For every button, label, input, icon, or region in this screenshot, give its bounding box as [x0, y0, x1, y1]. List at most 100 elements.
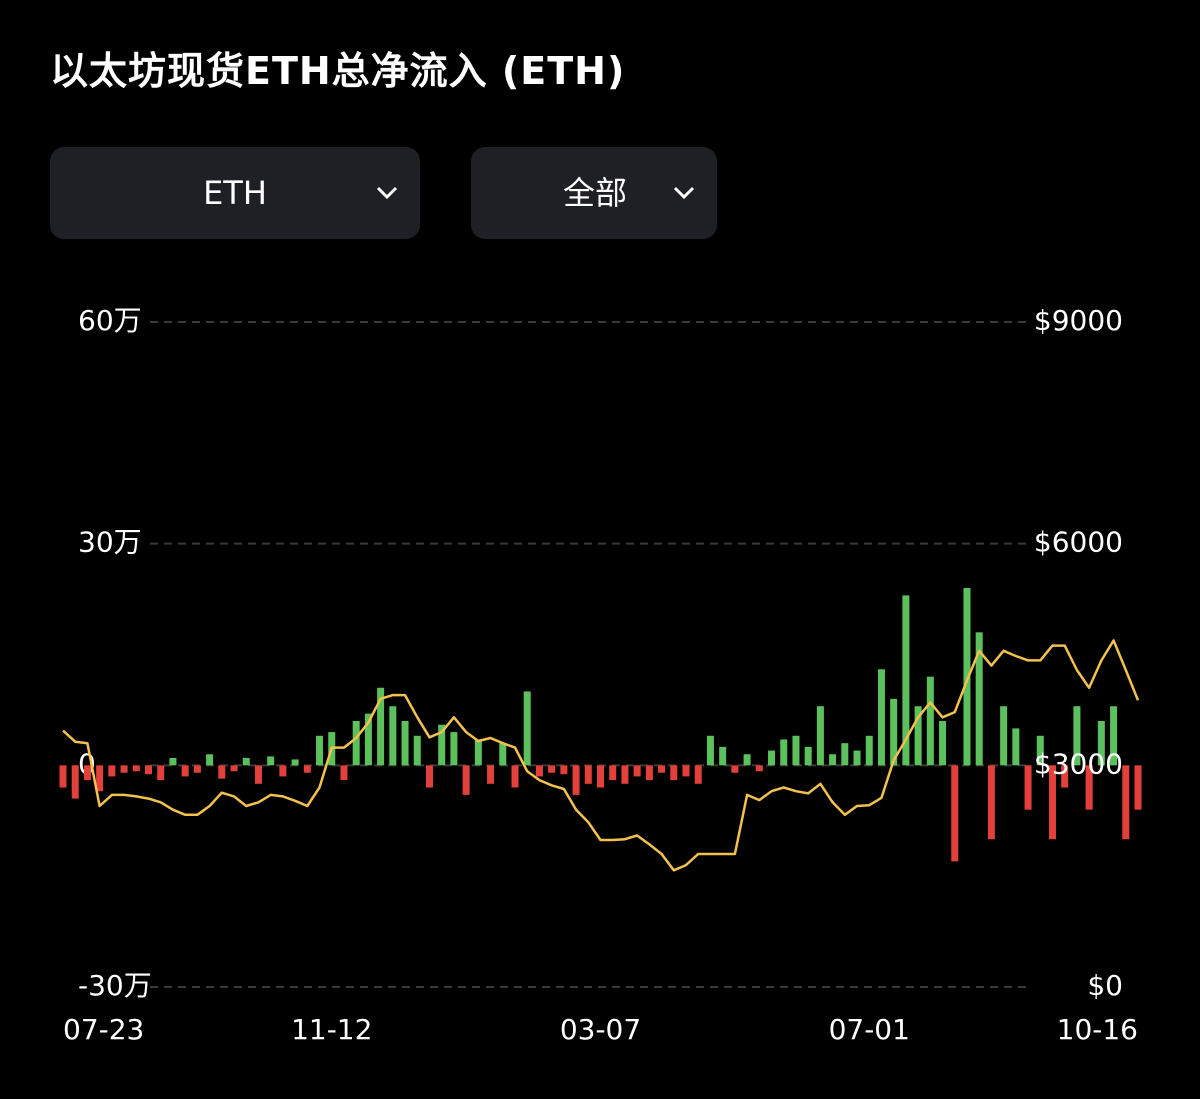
- bar: [1012, 728, 1020, 766]
- bar: [1048, 765, 1056, 840]
- bar: [694, 765, 702, 784]
- bar: [181, 765, 189, 777]
- bar: [841, 743, 849, 766]
- bar: [1073, 706, 1081, 766]
- bar: [670, 765, 678, 781]
- y2-tick-label: $3000: [1034, 747, 1123, 780]
- bar: [877, 669, 885, 766]
- bar: [939, 721, 947, 766]
- bar: [645, 765, 653, 781]
- bar: [487, 765, 495, 784]
- bar: [499, 743, 507, 766]
- bar: [316, 735, 324, 766]
- bar: [560, 765, 568, 775]
- bar: [1134, 765, 1142, 810]
- bar: [340, 765, 348, 781]
- bar: [1110, 706, 1118, 766]
- bar: [83, 765, 91, 781]
- bar: [1036, 735, 1044, 766]
- bar: [425, 765, 433, 788]
- x-tick-label: 07-23: [63, 1013, 144, 1046]
- dropdown-label: 全部: [562, 174, 628, 212]
- price-line: [62, 639, 1140, 872]
- x-tick-label: 11-12: [291, 1013, 372, 1046]
- bar: [987, 765, 995, 840]
- x-tick-label: 03-07: [560, 1013, 641, 1046]
- bar: [743, 754, 751, 766]
- bar: [230, 765, 238, 772]
- bar: [914, 706, 922, 766]
- bar: [132, 765, 140, 772]
- bar: [975, 632, 983, 766]
- chevron-icon: [673, 186, 695, 200]
- bar: [804, 746, 812, 766]
- bar: [364, 713, 372, 766]
- bar: [1024, 765, 1032, 810]
- y-tick-label: 0: [78, 747, 96, 780]
- chart-title: 以太坊现货ETH总净流入 (ETH): [50, 49, 626, 93]
- bar: [377, 687, 385, 766]
- bar: [218, 765, 226, 779]
- bar: [254, 765, 262, 784]
- bar: [157, 765, 165, 781]
- bar: [401, 721, 409, 766]
- bar: [633, 765, 641, 777]
- bar: [389, 706, 397, 766]
- y-tick-label: 60万: [78, 304, 142, 337]
- bar: [682, 765, 690, 777]
- range-dropdown[interactable]: 全部: [471, 147, 717, 239]
- bar: [145, 765, 153, 775]
- bar: [731, 765, 739, 773]
- bar: [511, 765, 519, 788]
- bar: [279, 765, 287, 777]
- bar: [951, 765, 959, 862]
- bar: [71, 765, 79, 799]
- x-tick-label: 10-16: [1057, 1013, 1138, 1046]
- bar: [597, 765, 604, 788]
- bar: [450, 732, 458, 766]
- bar: [548, 765, 556, 773]
- asset-dropdown[interactable]: ETH: [50, 147, 420, 239]
- bar: [206, 754, 214, 766]
- bar: [1000, 706, 1008, 766]
- bar: [853, 750, 861, 766]
- dropdown-label: ETH: [203, 174, 267, 212]
- bar: [963, 588, 971, 766]
- bar: [816, 706, 824, 766]
- bar: [926, 676, 934, 766]
- bar: [755, 765, 763, 772]
- bar: [291, 759, 299, 766]
- bar: [108, 765, 116, 777]
- y2-tick-label: $0: [1087, 969, 1123, 1002]
- bar: [169, 757, 177, 766]
- bar: [902, 595, 910, 766]
- bar: [1061, 765, 1069, 788]
- bar: [658, 765, 666, 773]
- bar: [1122, 765, 1130, 840]
- chevron-icon: [376, 186, 398, 200]
- y-tick-label: 30万: [78, 526, 142, 559]
- bar: [572, 765, 580, 795]
- bar: [890, 698, 898, 766]
- bar: [719, 746, 727, 766]
- bar: [768, 750, 776, 766]
- bar: [462, 765, 470, 795]
- bar: [474, 739, 482, 766]
- bar: [523, 691, 531, 766]
- bar: [865, 735, 873, 766]
- bar: [829, 754, 837, 766]
- bar: [120, 765, 128, 773]
- bar: [609, 765, 617, 781]
- y-tick-label: -30万: [78, 969, 152, 1002]
- bar: [780, 739, 788, 766]
- bar: [96, 765, 104, 792]
- bar: [267, 756, 275, 766]
- bar: [59, 765, 67, 788]
- bar: [792, 735, 800, 766]
- bar: [242, 757, 250, 766]
- x-tick-label: 07-01: [829, 1013, 910, 1046]
- bar: [303, 765, 311, 773]
- y2-tick-label: $6000: [1034, 526, 1123, 559]
